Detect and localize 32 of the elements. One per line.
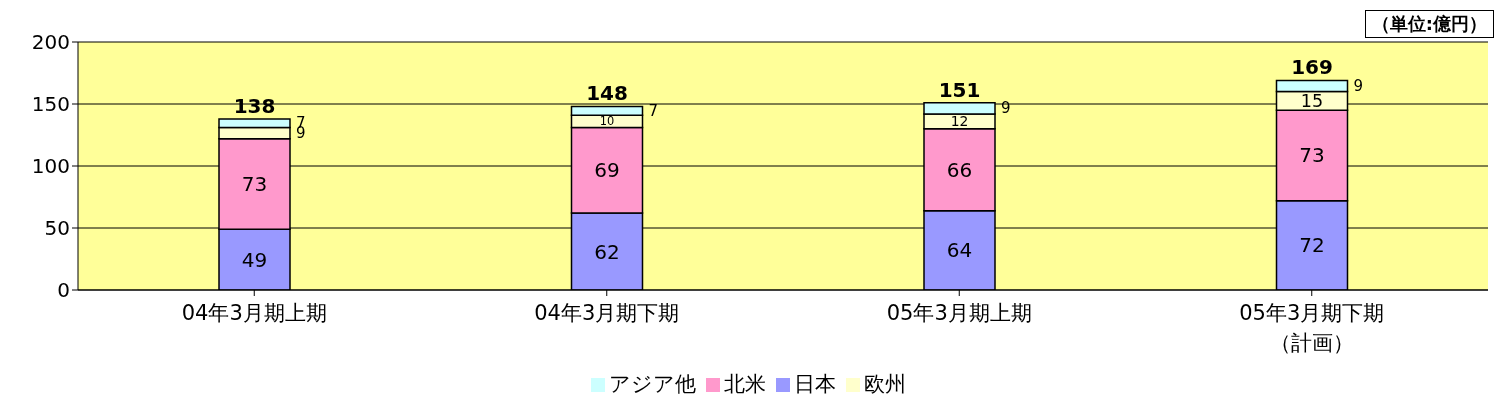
- y-tick-label: 50: [44, 216, 70, 241]
- data-label: 9: [1353, 77, 1364, 96]
- x-tick-label: 04年3月期上期: [181, 301, 327, 325]
- total-label: 148: [586, 81, 628, 106]
- y-tick-label: 0: [57, 278, 70, 303]
- data-label: 73: [241, 171, 268, 196]
- unit-note: （単位:億円）: [1364, 10, 1494, 38]
- legend-label: 欧州: [863, 372, 906, 396]
- x-tick-label: 05年3月期下期（計画）: [1239, 301, 1385, 355]
- y-tick-label: 150: [31, 92, 70, 117]
- data-label: 73: [1299, 143, 1325, 168]
- x-tick-label: 04年3月期下期: [534, 301, 680, 325]
- x-tick-label: 05年3月期上期: [886, 301, 1032, 325]
- total-label: 138: [233, 93, 276, 118]
- data-label: 12: [950, 113, 969, 130]
- total-label: 169: [1291, 55, 1333, 80]
- y-tick-label: 100: [31, 154, 70, 179]
- legend-label: 日本: [793, 372, 836, 396]
- y-tick-label: 200: [31, 30, 70, 55]
- data-label: 7: [648, 101, 659, 120]
- total-label: 151: [938, 77, 981, 102]
- data-label: 49: [241, 247, 268, 272]
- data-label: 62: [594, 239, 620, 264]
- data-label: 9: [1001, 99, 1011, 118]
- data-label: 64: [946, 238, 973, 263]
- data-label: 15: [1300, 90, 1324, 111]
- data-label: 10: [599, 114, 615, 129]
- data-label: 66: [946, 157, 973, 182]
- legend-label: アジア他: [608, 372, 696, 396]
- data-label: 69: [594, 158, 620, 183]
- legend-label: 北米: [723, 372, 766, 396]
- data-label: 72: [1299, 233, 1325, 258]
